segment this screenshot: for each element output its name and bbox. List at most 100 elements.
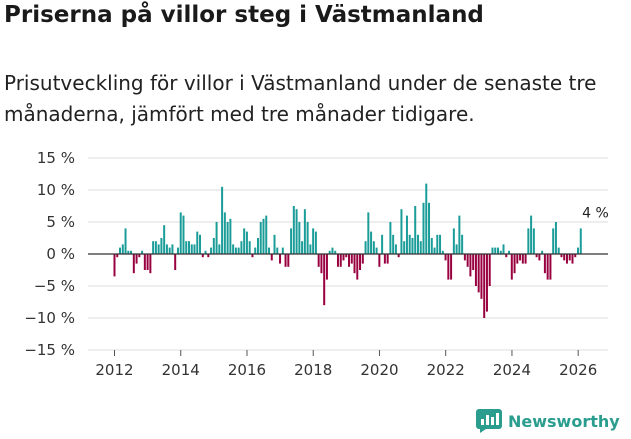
bar [345,254,348,258]
bar [306,222,309,254]
bar [141,250,144,254]
bar [312,228,315,254]
annotations: 4 % [582,205,609,221]
bar [367,212,370,254]
bar [210,247,213,254]
x-tick-label: 2012 [95,361,133,379]
bar [461,234,464,254]
bar [483,254,486,318]
bar [287,254,290,267]
bar [524,254,527,264]
bar [447,254,450,280]
bar [248,241,251,254]
x-tick-label: 2018 [294,361,332,379]
bar [334,250,337,254]
bar [403,241,406,254]
bar [394,244,397,254]
bar [182,215,185,254]
bar [185,241,188,254]
bar [174,254,177,270]
bar [243,228,246,254]
bar [541,250,544,254]
bar [389,222,392,254]
bar [336,254,339,267]
bar [359,254,362,270]
bar [370,231,373,254]
bar [237,247,240,254]
last-value-label: 4 % [582,205,609,221]
bar [452,228,455,254]
bar [491,247,494,254]
bar [400,209,403,254]
bar [163,225,166,254]
bar [568,254,571,261]
bar [196,231,199,254]
bar [320,254,323,274]
bar [292,206,295,254]
bar [364,241,367,254]
bar [416,234,419,254]
bar [284,254,287,267]
bar [414,206,417,254]
bar [408,234,411,254]
bar [124,228,127,254]
bar [474,254,477,286]
bar [554,222,557,254]
bar [356,254,359,280]
bar [502,244,505,254]
bar [521,254,524,264]
x-tick-label: 2016 [228,361,266,379]
bar [510,254,513,280]
bar [301,241,304,254]
bar [386,254,389,264]
bar [265,215,268,254]
brand-name: Newsworthy [508,411,620,431]
bar [113,254,116,277]
bar [188,241,190,254]
bar [480,254,483,299]
bar [328,250,331,254]
bar [317,254,320,267]
bar [557,247,560,254]
bar [295,209,298,254]
bar [441,250,444,254]
grid-lines [88,157,608,351]
bar [212,238,215,254]
y-tick-label: 0 % [46,245,75,263]
bar [331,247,334,254]
bar [513,254,516,274]
bar [314,231,317,254]
bar [135,254,138,264]
bar [226,222,229,254]
bar [207,254,210,258]
bar [532,228,535,254]
bar [270,254,273,261]
bar [422,202,425,254]
bar [372,241,375,254]
bar [309,244,312,254]
bar [154,241,157,254]
x-tick-label: 2024 [493,361,531,379]
bar [298,222,301,254]
bar [232,244,235,254]
bar [383,254,386,264]
bar [251,254,254,258]
y-tick-label: 5 % [46,213,75,231]
bar [535,254,538,258]
x-tick-label: 2014 [162,361,200,379]
bar [546,254,549,280]
bar [381,234,384,254]
bar [234,247,237,254]
bar [455,244,458,254]
bar [497,247,499,254]
x-tick-label: 2020 [360,361,398,379]
x-tick-label: 2022 [427,361,465,379]
bar [121,244,124,254]
bar [477,254,480,293]
bar [565,254,568,264]
page-subtitle: Prisutveckling för villor i Västmanland … [4,71,597,126]
bar [405,215,408,254]
y-tick-label: −15 % [24,341,75,359]
bar [361,254,364,264]
